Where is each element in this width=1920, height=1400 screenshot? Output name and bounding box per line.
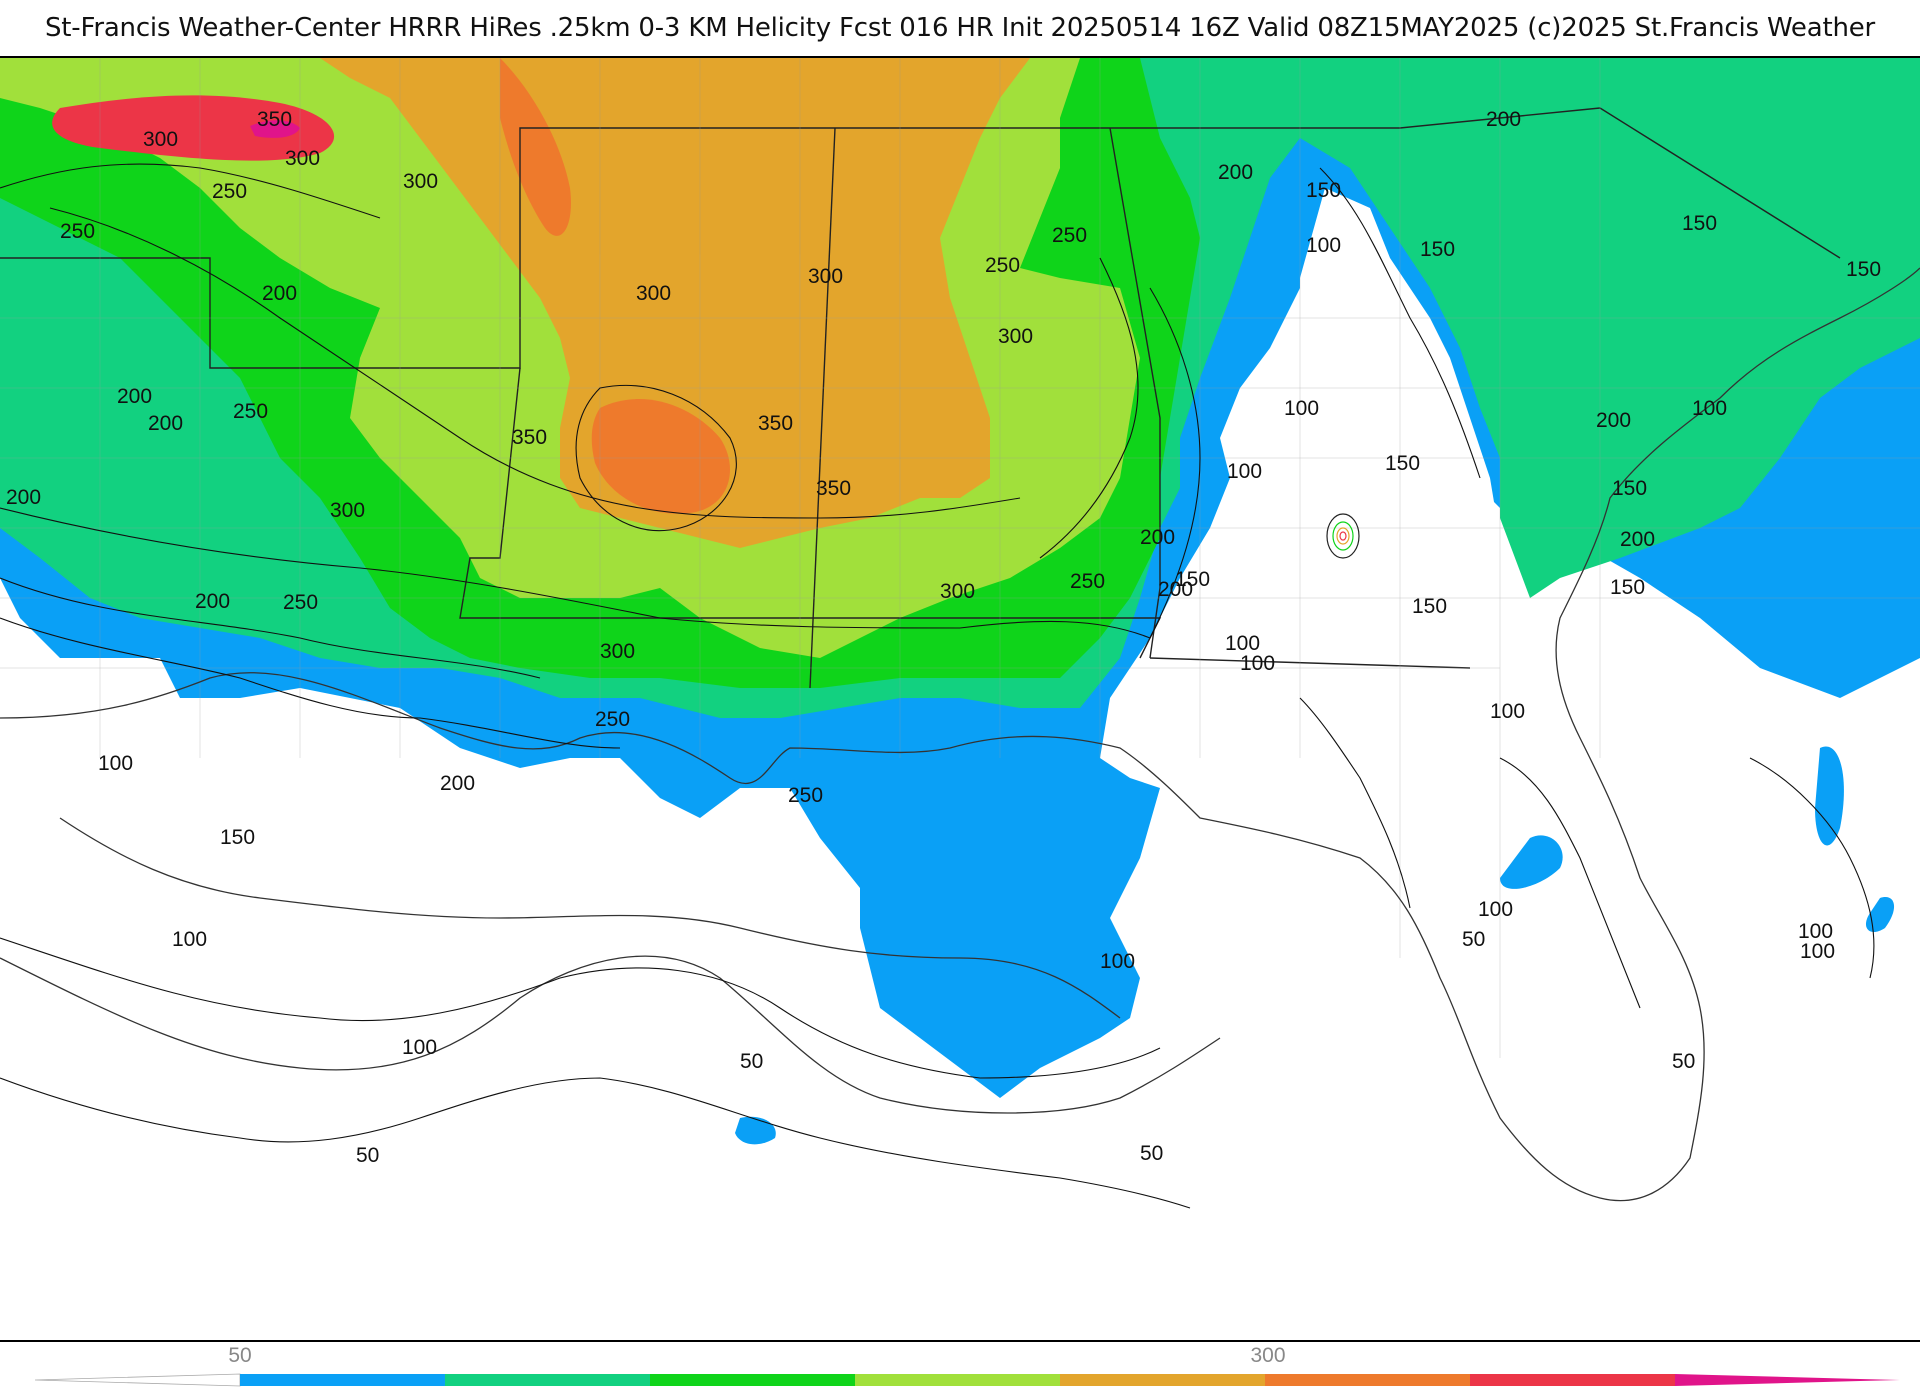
fill-blob-blue-3 xyxy=(735,1116,776,1145)
fill-blob-blue-4 xyxy=(1865,897,1895,933)
contour-label: 350 xyxy=(512,426,547,449)
colorbar-segment xyxy=(1265,1374,1470,1386)
contour-label: 100 xyxy=(1798,920,1833,943)
contour-label: 50 xyxy=(1462,928,1485,951)
contour-label: 100 xyxy=(1306,234,1341,257)
contour-label: 50 xyxy=(1140,1142,1163,1165)
contour-label: 200 xyxy=(440,772,475,795)
contour-label: 250 xyxy=(233,400,268,423)
contour-label: 250 xyxy=(1070,570,1105,593)
helicity-map: 350 300 300 250 250 200 300 300 200 250 … xyxy=(0,56,1920,1342)
fill-band-darkorange xyxy=(591,399,730,514)
contour-label: 200 xyxy=(1486,108,1521,131)
colorbar-left-arrow xyxy=(34,1373,241,1387)
colorbar-strip xyxy=(34,1373,1900,1387)
contour-label: 250 xyxy=(212,180,247,203)
contour-label: 300 xyxy=(636,282,671,305)
contour-label: 100 xyxy=(98,752,133,775)
contour-label: 50 xyxy=(356,1144,379,1167)
contour-label: 50 xyxy=(740,1050,763,1073)
map-canvas: 350 300 300 250 250 200 300 300 200 250 … xyxy=(0,58,1920,1209)
fill-band-orange xyxy=(320,58,1030,548)
contour-label: 200 xyxy=(1620,528,1655,551)
contour-label: 150 xyxy=(220,826,255,849)
contour-label: 50 xyxy=(1672,1050,1695,1073)
helicity-contours xyxy=(0,163,1875,1209)
contour-label: 200 xyxy=(117,385,152,408)
fill-band-magenta xyxy=(250,120,300,138)
contour-label: 150 xyxy=(1612,477,1647,500)
contour-labels: 350 300 300 250 250 200 300 300 200 250 … xyxy=(6,108,1881,1167)
contour-label: 150 xyxy=(1412,595,1447,618)
contour-label: 200 xyxy=(6,486,41,509)
colorbar-segment xyxy=(1675,1374,1900,1386)
contour-label: 350 xyxy=(758,412,793,435)
contour-label: 350 xyxy=(816,477,851,500)
colorbar-segment xyxy=(650,1374,855,1386)
contour-label: 250 xyxy=(283,591,318,614)
contour-label: 300 xyxy=(143,128,178,151)
colorbar-segment xyxy=(855,1374,1060,1386)
contour-label: 150 xyxy=(1420,238,1455,261)
contour-label: 150 xyxy=(1846,258,1881,281)
contour-label: 300 xyxy=(330,499,365,522)
contour-label: 350 xyxy=(257,108,292,131)
colorbar-segment xyxy=(240,1374,445,1386)
contour-label: 250 xyxy=(60,220,95,243)
contour-label: 100 xyxy=(1100,950,1135,973)
contour-label: 150 xyxy=(1385,452,1420,475)
contour-label: 150 xyxy=(1175,568,1210,591)
colorbar-tick-label: 300 xyxy=(1250,1344,1286,1367)
contour-label: 150 xyxy=(1306,179,1341,202)
contour-label: 200 xyxy=(1596,409,1631,432)
fill-band-darkorange-2 xyxy=(500,58,571,236)
colorbar-segment xyxy=(1470,1374,1675,1386)
contour-label: 100 xyxy=(1227,460,1262,483)
colorbar: 50 300 xyxy=(0,1342,1920,1400)
contour-label: 100 xyxy=(1490,700,1525,723)
contour-label: 100 xyxy=(1225,632,1260,655)
contour-label: 300 xyxy=(600,640,635,663)
contour-label: 100 xyxy=(1240,652,1275,675)
contour-label: 250 xyxy=(985,254,1020,277)
contour-label: 100 xyxy=(1692,397,1727,420)
helicity-bullseye xyxy=(1326,513,1360,559)
contour-label: 100 xyxy=(1800,940,1835,963)
fill-pocket-white xyxy=(1260,188,1510,668)
colorbar-segment xyxy=(445,1374,650,1386)
contour-label: 100 xyxy=(1478,898,1513,921)
contour-label: 300 xyxy=(940,580,975,603)
map-title: St-Francis Weather-Center HRRR HiRes .25… xyxy=(44,13,1876,43)
contour-label: 300 xyxy=(403,170,438,193)
contour-label: 200 xyxy=(1218,161,1253,184)
contour-label: 200 xyxy=(1158,578,1193,601)
contour-label: 200 xyxy=(148,412,183,435)
fill-blob-blue-1 xyxy=(1815,746,1844,846)
contour-label: 200 xyxy=(262,282,297,305)
contour-label: 200 xyxy=(195,590,230,613)
contour-label: 150 xyxy=(1610,576,1645,599)
contour-label: 100 xyxy=(172,928,207,951)
coastline xyxy=(0,267,1920,1202)
contour-label: 300 xyxy=(285,147,320,170)
contour-label: 200 xyxy=(1140,526,1175,549)
contour-label: 100 xyxy=(1284,397,1319,420)
county-lines xyxy=(0,58,1920,1058)
fill-band-red xyxy=(52,95,335,161)
contour-label: 250 xyxy=(1052,224,1087,247)
colorbar-segment xyxy=(1060,1374,1265,1386)
contour-label: 150 xyxy=(1682,212,1717,235)
contour-label: 250 xyxy=(595,708,630,731)
contour-label: 100 xyxy=(402,1036,437,1059)
contour-label: 250 xyxy=(788,784,823,807)
fill-blob-blue-2 xyxy=(1500,835,1563,889)
colorbar-tick-label: 50 xyxy=(228,1344,252,1367)
contour-label: 300 xyxy=(808,265,843,288)
contour-label: 300 xyxy=(998,325,1033,348)
